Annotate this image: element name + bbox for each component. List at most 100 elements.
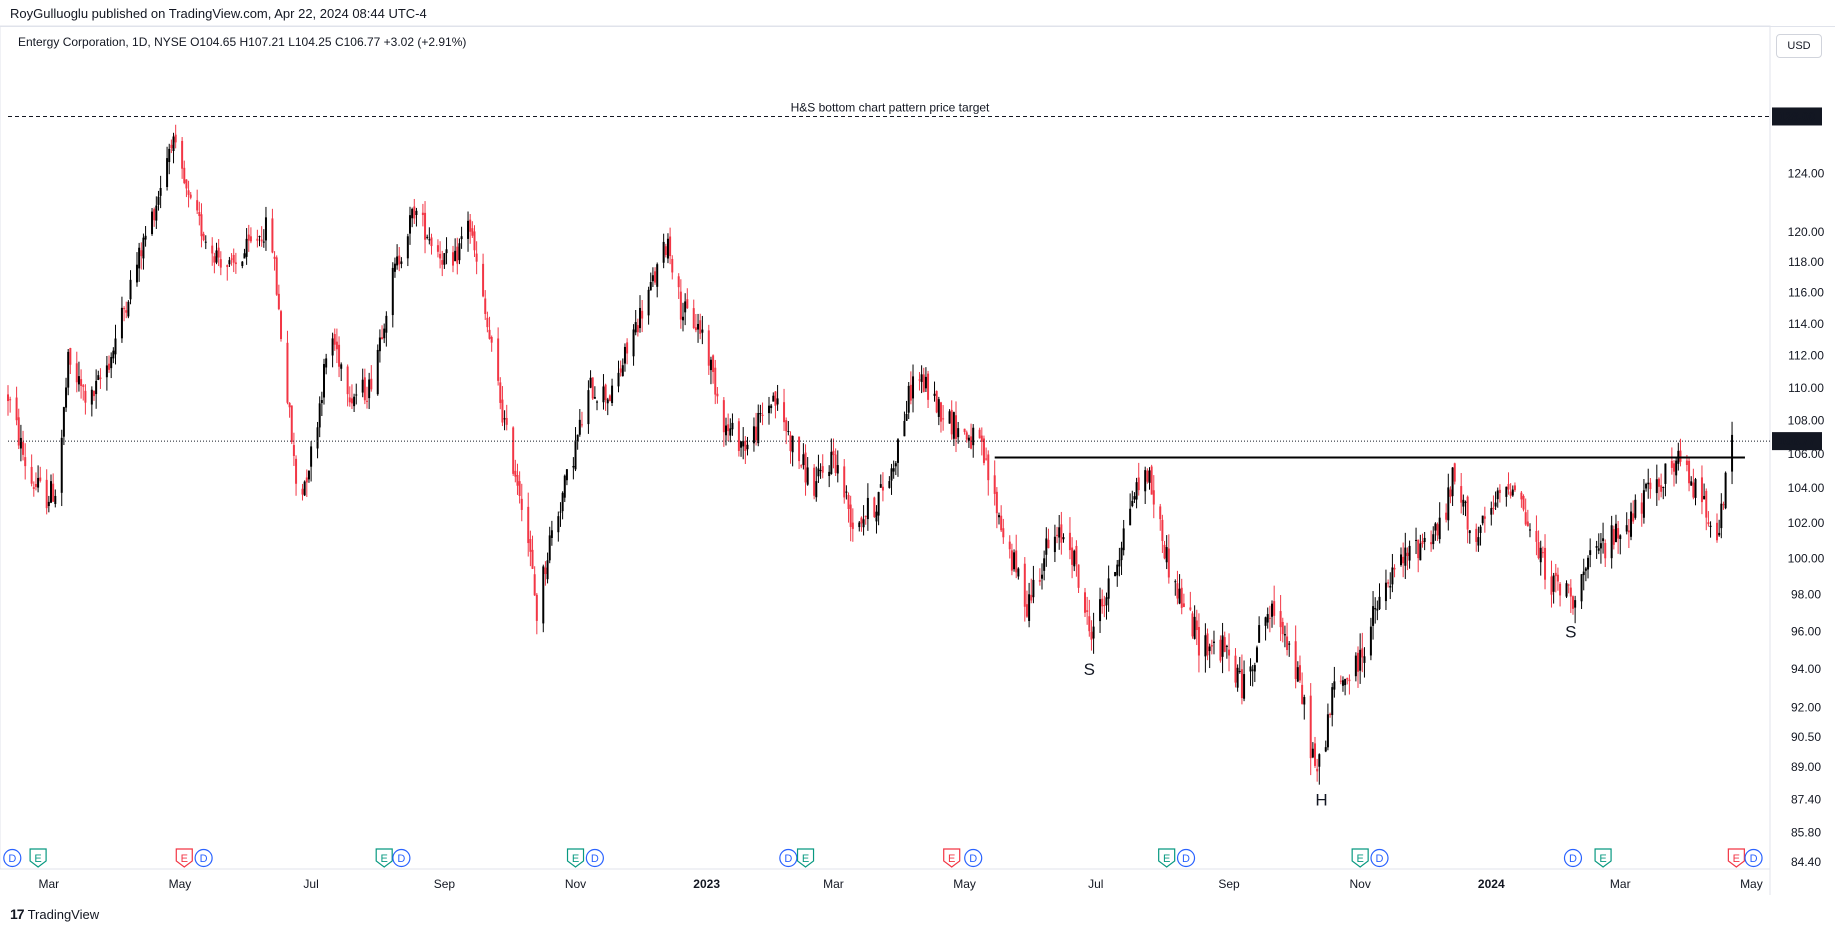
candle-body [980, 435, 983, 442]
candle-body [533, 574, 536, 596]
candle-body [1496, 490, 1499, 500]
candle-body [1647, 482, 1650, 485]
candle-body [1361, 648, 1364, 658]
candle-body [935, 391, 938, 413]
candle-body [737, 421, 740, 451]
earnings-event-icon[interactable] [566, 848, 585, 868]
candle-body [924, 376, 927, 389]
candle-body [323, 364, 326, 398]
candle-body [1129, 508, 1132, 526]
dividend-event-icon[interactable] [194, 848, 213, 868]
dividend-event-icon[interactable] [1563, 848, 1583, 868]
candle-body [1331, 687, 1334, 716]
earnings-event-icon[interactable] [796, 848, 815, 868]
candle-body [456, 246, 459, 264]
candle-body [125, 310, 128, 313]
candle-body [1133, 496, 1136, 500]
candle-body [813, 467, 816, 496]
candle-body [787, 431, 790, 433]
pattern-label: H [1315, 790, 1327, 809]
dividend-event-icon[interactable] [779, 848, 798, 868]
earnings-event-icon[interactable] [1594, 848, 1612, 868]
earnings-event-icon[interactable] [175, 848, 193, 868]
candle-body [1559, 583, 1562, 596]
earnings-event-icon[interactable] [1727, 848, 1745, 868]
candle-body [1582, 571, 1585, 576]
candle-body [385, 315, 388, 333]
earnings-event-icon[interactable] [943, 848, 961, 868]
price-change: +3.02 (+2.91%) [383, 35, 467, 49]
candle-body [1000, 515, 1003, 531]
candle-body [1167, 548, 1170, 578]
tradingview-logo-icon: 17 [10, 906, 25, 922]
candle-body [1015, 550, 1018, 573]
publisher-header: RoyGulluoglu published on TradingView.co… [10, 6, 427, 21]
candle-body [1372, 606, 1375, 626]
dividend-event-icon[interactable] [585, 848, 604, 868]
candle-body [1174, 581, 1177, 583]
event-letter: E [572, 853, 579, 865]
candle-body [1528, 529, 1531, 531]
price-tick-label: 94.00 [1791, 662, 1821, 676]
candle-body [1642, 490, 1645, 518]
candle-body [1660, 485, 1663, 492]
price-tick-label: 102.00 [1788, 516, 1825, 530]
time-axis[interactable]: Mar May Jul Sep Nov 2023 Mar May Jul Sep Nov 2024 Ma… [39, 877, 1763, 891]
symbol-name[interactable]: Entergy Corporation, 1D, NYSE [18, 35, 187, 49]
price-axis[interactable]: 84.40 85.80 87.40 89.00 90.50 92.00 94.00 96.00… [1772, 107, 1825, 869]
candle-body [1221, 635, 1224, 657]
candle-body [617, 372, 620, 387]
candle-body [473, 231, 476, 251]
candle-body [228, 260, 231, 265]
dividend-event-icon[interactable] [1176, 848, 1196, 868]
earnings-event-icon[interactable] [375, 848, 393, 868]
candle-body [967, 437, 970, 441]
candle-body [1212, 641, 1215, 643]
candle-body [1088, 616, 1091, 632]
candle-body [1567, 584, 1570, 586]
event-letter: E [1356, 853, 1363, 865]
candle-body [727, 424, 730, 432]
candle-body [937, 399, 940, 417]
candle-body [791, 435, 794, 453]
dividend-event-icon[interactable] [392, 848, 411, 868]
candle-body [204, 241, 207, 243]
dividend-event-icon[interactable] [3, 848, 22, 868]
candle-body [316, 427, 319, 449]
currency-button[interactable]: USD [1776, 34, 1822, 58]
candle-body [37, 477, 40, 488]
event-letter: E [34, 853, 41, 865]
candle-body [60, 437, 63, 493]
candle-body [1632, 513, 1635, 522]
candle-body [331, 338, 334, 356]
dividend-event-icon[interactable] [1370, 848, 1389, 868]
earnings-event-icon[interactable] [1351, 848, 1369, 868]
candle-body [1047, 539, 1050, 549]
candle-body [623, 346, 626, 364]
candle-body [501, 399, 504, 423]
candle-body [993, 475, 996, 494]
candle-body [1357, 652, 1360, 672]
candle-body [503, 418, 506, 420]
candle-body [1236, 667, 1239, 688]
candle-body [729, 428, 732, 436]
candle-body [927, 373, 930, 400]
candle-body [776, 398, 779, 405]
candle-body [847, 494, 850, 509]
candle-body [1406, 552, 1409, 557]
candle-body [120, 307, 123, 339]
earnings-event-icon[interactable] [1158, 848, 1176, 868]
candle-body [606, 399, 609, 404]
candle-body [24, 457, 27, 467]
footer-brand: 17 TradingView [10, 906, 99, 922]
candle-body [22, 441, 25, 455]
footer-brand-text: TradingView [27, 906, 100, 922]
candle-body [1393, 567, 1396, 570]
candle-body [460, 236, 463, 240]
candle-body [1225, 645, 1228, 647]
dividend-event-icon[interactable] [1744, 848, 1763, 868]
dividend-event-icon[interactable] [964, 848, 983, 868]
candle-body [396, 256, 399, 266]
earnings-event-icon[interactable] [29, 848, 47, 868]
